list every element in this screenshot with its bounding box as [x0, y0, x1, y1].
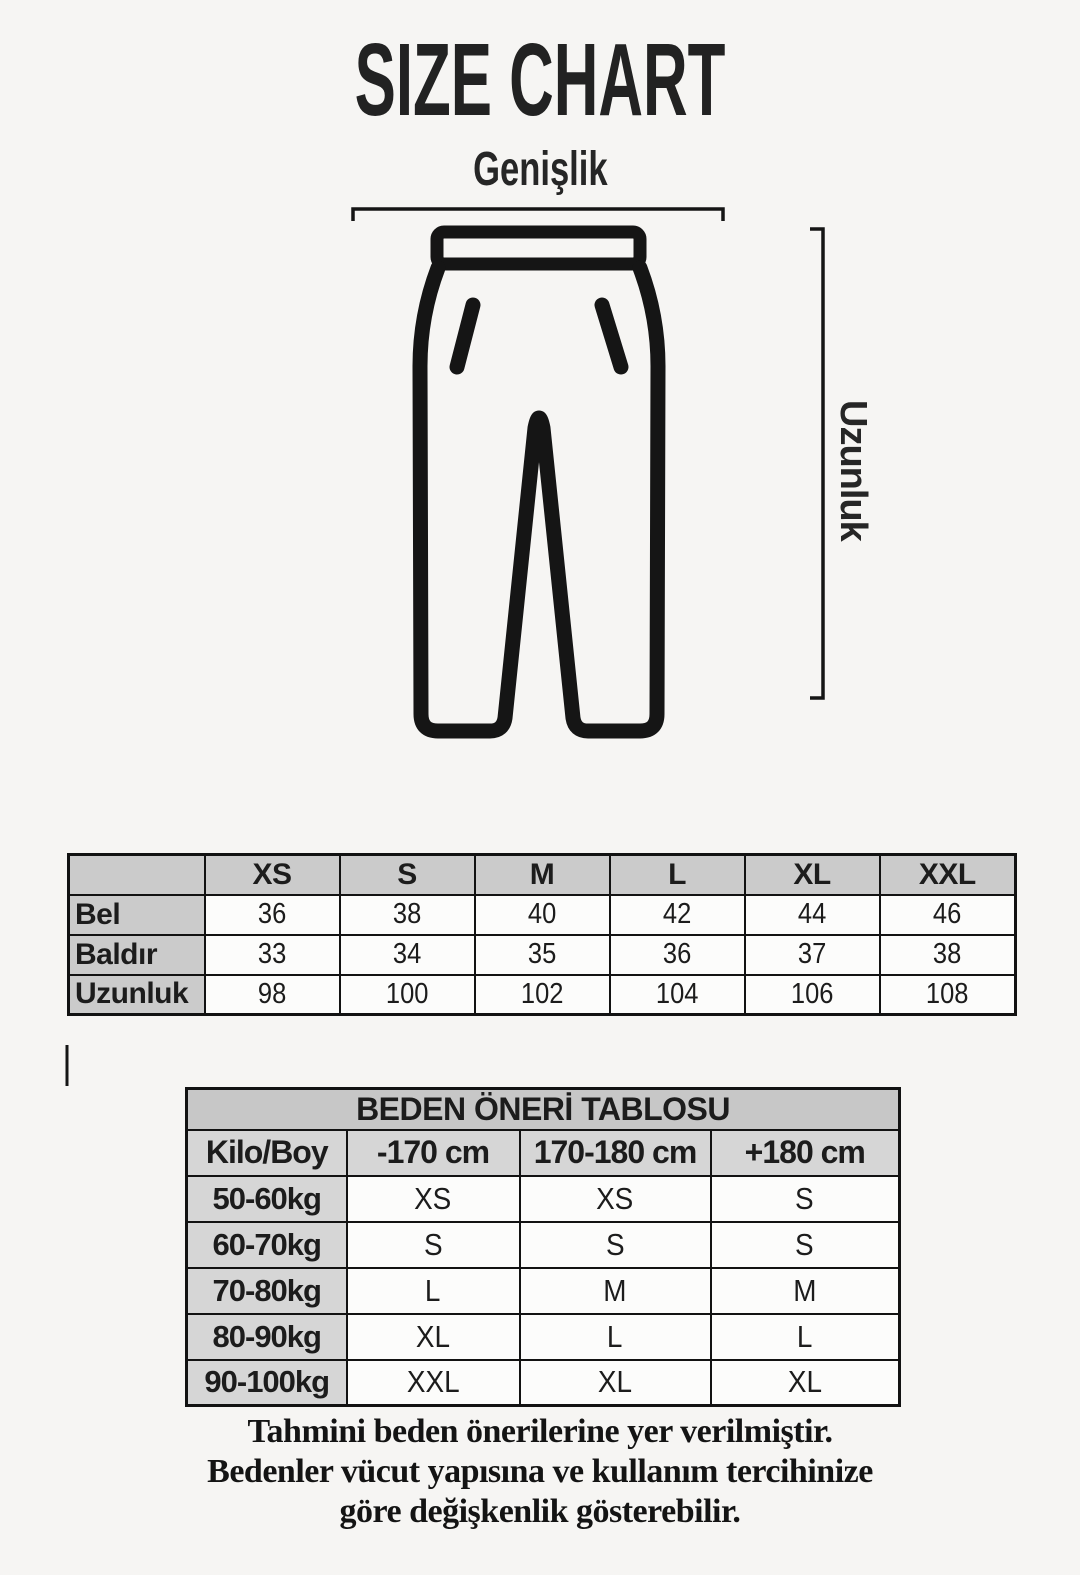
recommendation-row: 90-100kg XXL XL XL — [185, 1358, 901, 1407]
left-pocket-icon — [449, 297, 481, 375]
column-header: Kilo/Boy — [185, 1128, 348, 1177]
recommendation-table-header-row: Kilo/Boy -170 cm 170-180 cm +180 cm — [185, 1128, 901, 1177]
size-table-row-uzunluk: Uzunluk 98 100 102 104 106 108 — [67, 973, 1017, 1016]
cell: S — [518, 1220, 712, 1269]
cell: 98 — [203, 973, 341, 1016]
width-bracket-icon — [351, 207, 725, 221]
column-header: -170 cm — [345, 1128, 521, 1177]
column-header: XL — [743, 853, 881, 896]
column-header: S — [338, 853, 476, 896]
row-label: 50-60kg — [185, 1174, 348, 1223]
cell: 34 — [338, 933, 476, 976]
cell: S — [709, 1220, 901, 1269]
corner-cell — [67, 853, 206, 896]
length-bracket-icon — [810, 227, 825, 700]
row-label: 90-100kg — [185, 1358, 348, 1407]
cell: M — [709, 1266, 901, 1315]
trousers-waistband-icon — [430, 225, 647, 271]
cell: 40 — [473, 893, 611, 936]
width-label: Genişlik — [472, 143, 608, 196]
recommendation-row: 70-80kg L M M — [185, 1266, 901, 1315]
cell: 38 — [878, 933, 1017, 976]
row-label: Baldır — [67, 933, 206, 976]
table-title: BEDEN ÖNERİ TABLOSU — [185, 1087, 901, 1131]
cell: 36 — [203, 893, 341, 936]
cell: 36 — [608, 933, 746, 976]
cell: 108 — [878, 973, 1017, 1016]
trousers-outline-icon — [412, 260, 666, 739]
cell: 100 — [338, 973, 476, 1016]
length-label: Uzunluk — [832, 400, 874, 541]
cell: L — [518, 1312, 712, 1361]
size-table: XS S M L XL XXL Bel 36 38 40 42 44 46 Ba… — [67, 853, 1017, 1016]
disclaimer-line: göre değişkenlik gösterebilir. — [339, 1493, 741, 1530]
column-header: L — [608, 853, 746, 896]
right-pocket-icon — [594, 297, 629, 375]
cell: M — [518, 1266, 712, 1315]
cell: L — [709, 1312, 901, 1361]
disclaimer-text: Tahmini beden önerilerine yer verilmişti… — [0, 1412, 1080, 1532]
cell: XL — [518, 1358, 712, 1407]
recommendation-table: BEDEN ÖNERİ TABLOSU Kilo/Boy -170 cm 170… — [185, 1087, 902, 1407]
row-label: 60-70kg — [185, 1220, 348, 1269]
row-label: Bel — [67, 893, 206, 936]
cell: 102 — [473, 973, 611, 1016]
cell: 37 — [743, 933, 881, 976]
cell: 106 — [743, 973, 881, 1016]
row-label: Uzunluk — [67, 973, 206, 1016]
column-header: XS — [203, 853, 341, 896]
column-header: 170-180 cm — [518, 1128, 712, 1177]
row-label: 70-80kg — [185, 1266, 348, 1315]
disclaimer-line: Tahmini beden önerilerine yer verilmişti… — [247, 1413, 834, 1450]
cell: XS — [345, 1174, 521, 1223]
recommendation-table-title-row: BEDEN ÖNERİ TABLOSU — [185, 1087, 901, 1131]
cell: 104 — [608, 973, 746, 1016]
page-title: SIZE CHART — [354, 22, 726, 137]
cell: 42 — [608, 893, 746, 936]
cell: S — [709, 1174, 901, 1223]
column-header: XXL — [878, 853, 1017, 896]
cell: L — [345, 1266, 521, 1315]
cell: XL — [709, 1358, 901, 1407]
cell: S — [345, 1220, 521, 1269]
cell: 38 — [338, 893, 476, 936]
cell: XS — [518, 1174, 712, 1223]
recommendation-row: 60-70kg S S S — [185, 1220, 901, 1269]
recommendation-row: 80-90kg XL L L — [185, 1312, 901, 1361]
disclaimer-line: Bedenler vücut yapısına ve kullanım terc… — [207, 1453, 873, 1490]
cell: XL — [345, 1312, 521, 1361]
size-table-header-row: XS S M L XL XXL — [67, 853, 1017, 896]
recommendation-row: 50-60kg XS XS S — [185, 1174, 901, 1223]
row-label: 80-90kg — [185, 1312, 348, 1361]
column-header: M — [473, 853, 611, 896]
cell: 44 — [743, 893, 881, 936]
cell: 46 — [878, 893, 1017, 936]
cell: 35 — [473, 933, 611, 976]
size-table-row-bel: Bel 36 38 40 42 44 46 — [67, 893, 1017, 936]
cell: XXL — [345, 1358, 521, 1407]
column-header: +180 cm — [709, 1128, 901, 1177]
size-table-row-baldir: Baldır 33 34 35 36 37 38 — [67, 933, 1017, 976]
cell: 33 — [203, 933, 341, 976]
